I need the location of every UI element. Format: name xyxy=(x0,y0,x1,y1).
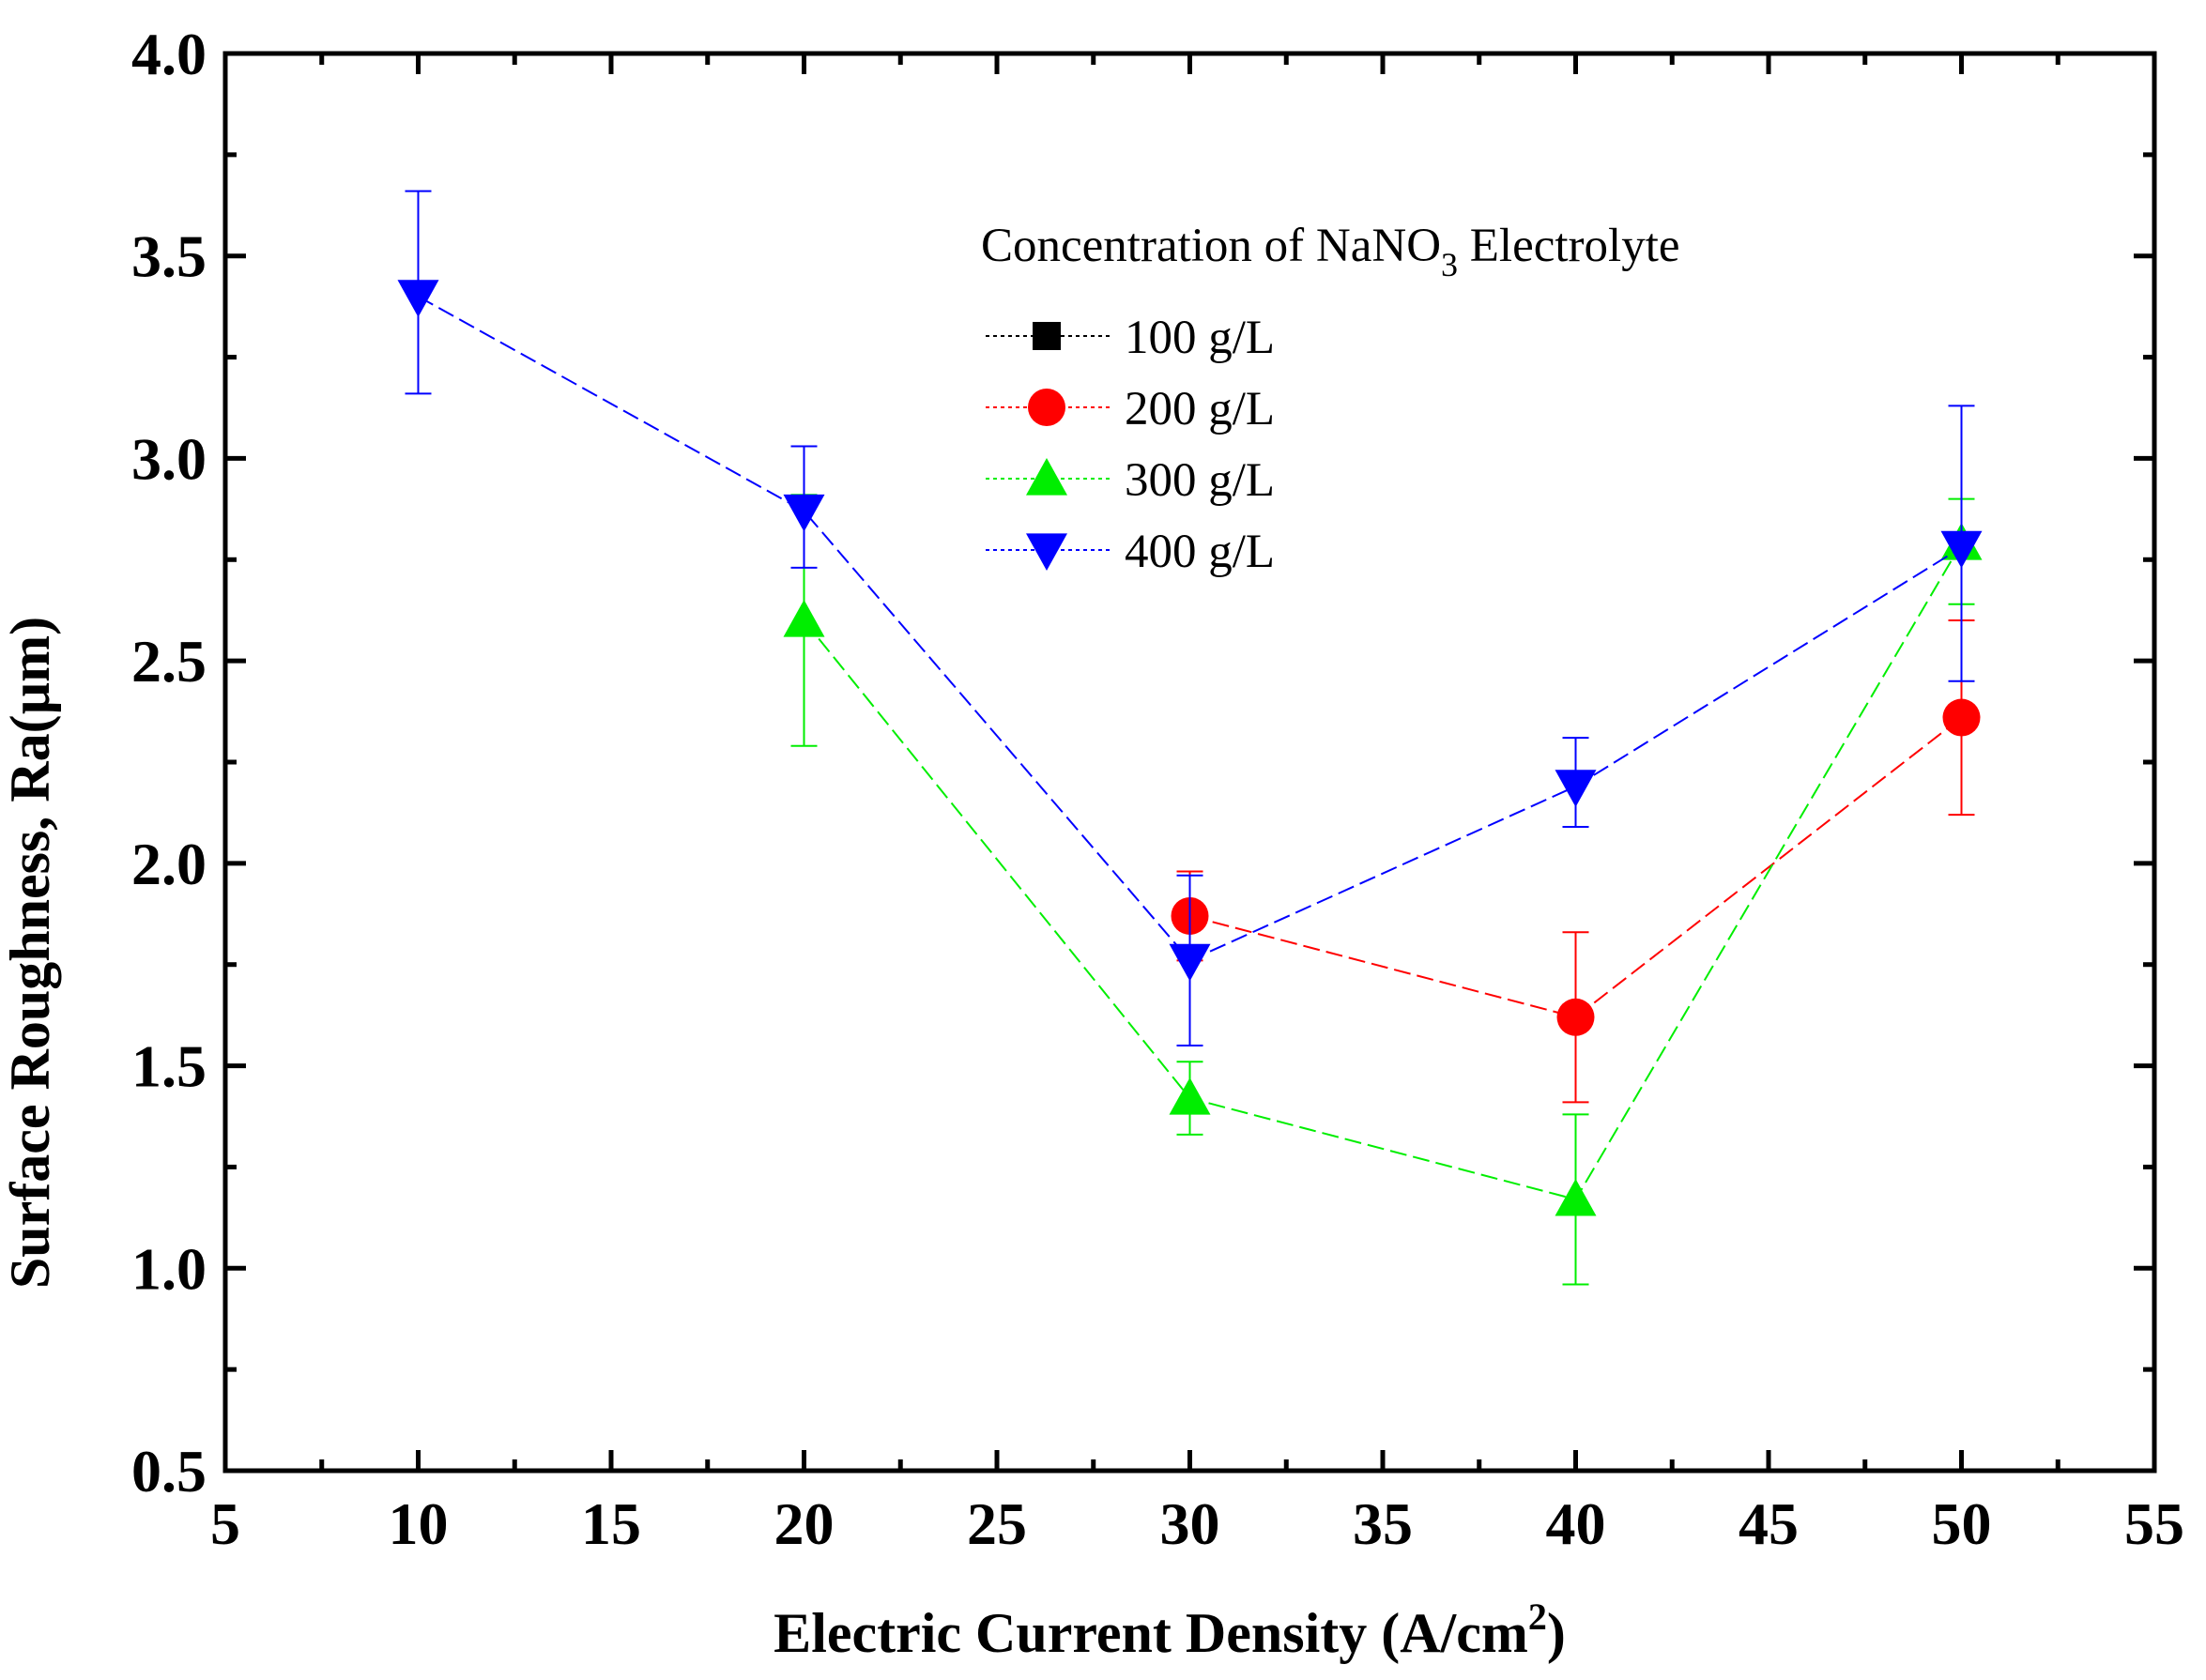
y-tick-label: 4.0 xyxy=(131,21,207,87)
x-tick-label: 5 xyxy=(210,1490,240,1557)
data-point xyxy=(1555,770,1597,807)
data-point xyxy=(397,280,439,317)
legend-label: 200 g/L xyxy=(1125,383,1275,435)
data-point xyxy=(1942,698,1981,737)
plot-area xyxy=(397,190,1983,1286)
legend-entry-300-g-l: 300 g/L xyxy=(986,454,1275,507)
x-tick-label: 20 xyxy=(774,1490,835,1557)
series-300-g-l xyxy=(783,494,1983,1286)
x-axis-title-main: Electric Current Density (A/cm xyxy=(774,1602,1528,1664)
legend-title-sub: 3 xyxy=(1441,246,1458,283)
y-tick-label: 0.5 xyxy=(131,1438,207,1504)
x-tick-label: 35 xyxy=(1353,1490,1413,1557)
y-tick-label: 1.0 xyxy=(131,1235,207,1302)
legend: Concentration of NaNO3 Electrolyte 100 g/… xyxy=(981,220,1680,578)
axes: 5 10 15 20 25 30 35 40 45 50 55 0.5 1.0 1.5 2.0 2.5 3.0 3… xyxy=(131,21,2184,1557)
series-line xyxy=(1189,716,1963,1018)
data-point xyxy=(1555,1178,1597,1216)
x-tick-label: 15 xyxy=(581,1490,641,1557)
legend-marker xyxy=(1028,389,1065,426)
data-point xyxy=(783,494,825,532)
x-axis-title-sup: 2 xyxy=(1528,1596,1547,1638)
legend-marker xyxy=(1026,533,1067,571)
legend-label: 400 g/L xyxy=(1125,526,1275,578)
y-tick-label: 3.0 xyxy=(131,425,207,492)
x-tick-label: 50 xyxy=(1932,1490,1992,1557)
legend-entry-400-g-l: 400 g/L xyxy=(986,526,1275,578)
y-tick-label: 1.5 xyxy=(131,1033,207,1100)
x-tick-label: 25 xyxy=(967,1490,1027,1557)
y-tick-label: 2.5 xyxy=(131,628,207,695)
series-200-g-l xyxy=(1171,619,1981,1104)
x-tick-label: 45 xyxy=(1739,1490,1799,1557)
y-tick-label: 3.5 xyxy=(131,223,207,290)
legend-marker xyxy=(1026,458,1067,496)
y-axis-title: Surface Roughness, Ra(µm) xyxy=(0,617,61,1289)
legend-marker xyxy=(1033,322,1061,350)
data-point xyxy=(1169,1077,1211,1115)
data-point xyxy=(783,600,825,637)
series-400-g-l xyxy=(397,190,1983,1046)
x-axis-title: Electric Current Density (A/cm2) xyxy=(774,1596,1566,1664)
legend-label: 300 g/L xyxy=(1125,454,1275,507)
legend-title-end: Electrolyte xyxy=(1458,220,1679,272)
data-point xyxy=(1940,530,1983,569)
x-tick-label: 30 xyxy=(1160,1490,1220,1557)
legend-entry-200-g-l: 200 g/L xyxy=(986,383,1275,435)
series-line xyxy=(803,542,1963,1201)
data-point xyxy=(1556,998,1595,1036)
legend-title: Concentration of NaNO3 Electrolyte xyxy=(981,220,1680,283)
data-point xyxy=(1169,943,1211,982)
x-tick-label: 40 xyxy=(1546,1490,1606,1557)
x-tick-label: 10 xyxy=(389,1490,449,1557)
legend-title-main: Concentration of NaNO xyxy=(981,220,1441,272)
legend-label: 100 g/L xyxy=(1125,312,1275,364)
y-tick-label: 2.0 xyxy=(131,831,207,897)
legend-entry-100-g-l: 100 g/L xyxy=(986,312,1275,364)
x-axis-title-end: ) xyxy=(1547,1602,1566,1664)
x-tick-label: 55 xyxy=(2124,1490,2184,1557)
